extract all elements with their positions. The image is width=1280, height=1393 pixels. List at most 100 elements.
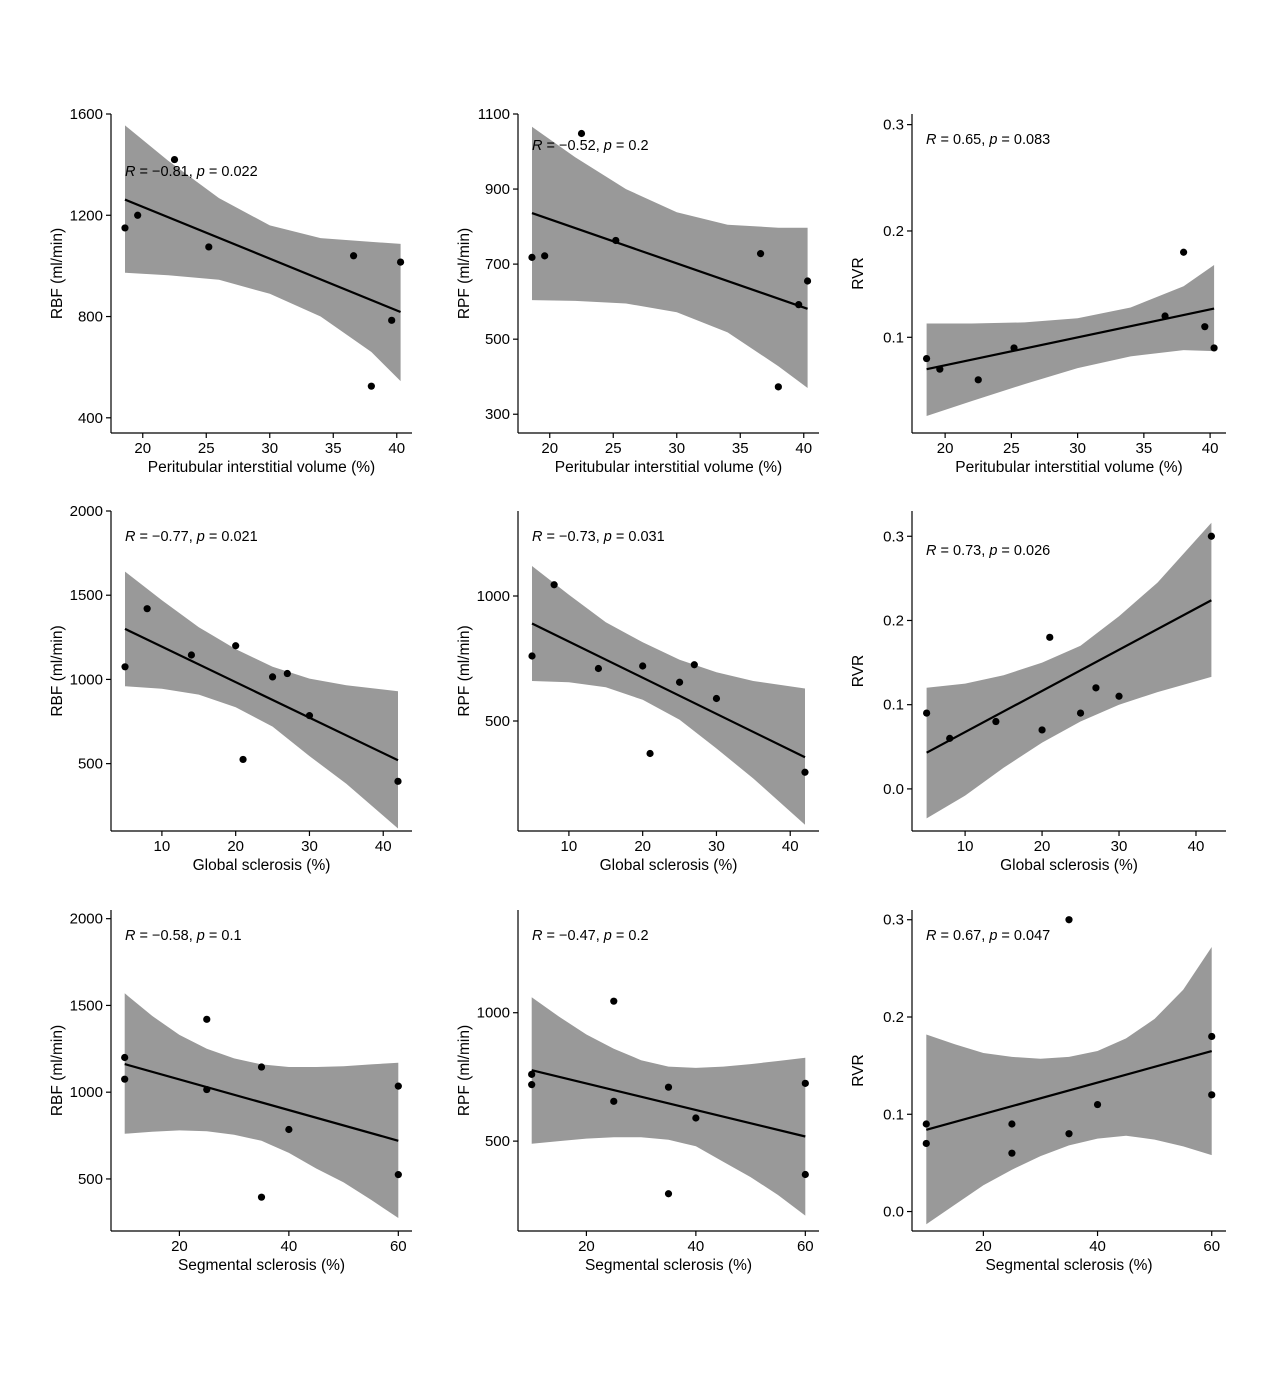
data-point [396,258,405,266]
y-axis-title: RPF (ml/min) [456,228,473,319]
data-point [285,1125,293,1134]
x-tick-label: 40 [375,838,392,855]
r-equals: = [936,132,953,148]
data-point [394,1171,402,1179]
data-point [803,277,812,285]
x-tick-label: 40 [782,838,799,855]
correlation-annotation: R = 0.65, p = 0.083 [926,132,1050,148]
y-tick-label: 0.0 [883,1204,904,1221]
regression-line [531,212,808,310]
r-value: −0.77 [152,529,189,545]
x-tick-label: 20 [578,1238,595,1255]
data-point [974,376,982,384]
x-tick-label: 40 [1089,1238,1106,1255]
data-point [712,694,721,703]
separator: , [981,543,989,559]
p-equals: = [205,164,222,180]
panel-p6: 10 20 30 40 0.0 0.1 0.2 0.3 Global sclerosis (%)… [850,511,1226,874]
y-tick-label: 1000 [70,671,103,688]
p-symbol: p [988,928,997,944]
data-point [612,236,620,245]
data-point [801,768,809,776]
r-symbol: R [125,529,136,545]
r-value: −0.81 [152,164,189,180]
p-symbol: p [603,138,612,154]
y-tick-label: 1000 [477,588,510,605]
correlation-annotation: R = −0.77, p = 0.021 [125,529,258,545]
r-value: 0.65 [953,132,981,148]
x-axis-title: Segmental sclerosis (%) [178,1257,345,1274]
y-tick-label: 0.2 [883,1009,904,1026]
r-symbol: R [532,928,543,944]
y-tick-label: 500 [485,1133,510,1150]
data-point [305,712,314,720]
correlation-annotation: R = −0.47, p = 0.2 [532,928,649,944]
confidence-band [531,997,806,1216]
y-tick-label: 500 [78,756,103,773]
panel-p4: 10 20 30 40 500 1000 1500 2000 Global sclerosis … [49,503,412,874]
r-equals: = [936,928,953,944]
regression-line [531,1069,806,1138]
x-tick-label: 35 [1136,440,1153,457]
x-tick-label: 30 [301,838,318,855]
x-tick-label: 25 [605,440,622,457]
data-point [528,1070,536,1078]
p-equals: = [205,529,222,545]
y-tick-label: 0.3 [883,528,904,545]
x-tick-label: 30 [261,440,278,457]
data-point [1115,692,1123,700]
data-point [1065,916,1073,924]
r-equals: = [542,529,559,545]
data-point [349,252,358,260]
x-tick-label: 60 [797,1238,814,1255]
data-point [646,749,654,758]
correlation-annotation: R = −0.73, p = 0.031 [532,529,665,545]
data-point [756,250,765,258]
y-tick-label: 0.1 [883,329,904,346]
panel-p9: 20 40 60 0.0 0.1 0.2 0.3 Segmental sclerosis (%… [850,910,1226,1274]
x-tick-label: 25 [1003,440,1020,457]
y-axis-title: RBF (ml/min) [49,1025,66,1116]
data-point [801,1170,809,1179]
data-point [1161,312,1169,320]
r-value: 0.73 [953,543,981,559]
data-point [203,1015,211,1023]
y-axis-title: RVR [850,257,867,289]
r-symbol: R [926,928,937,944]
regression-line [531,622,806,759]
y-tick-label: 0.1 [883,1106,904,1123]
y-tick-label: 0.2 [883,223,904,240]
y-axis-title: RVR [850,1054,867,1086]
separator: , [981,132,989,148]
confidence-band [532,566,805,825]
p-symbol: p [603,928,612,944]
data-point [388,316,396,324]
data-point [257,1063,266,1071]
x-tick-label: 60 [390,1238,407,1255]
y-axis-title: RBF (ml/min) [49,228,66,319]
y-tick-label: 400 [78,410,103,427]
data-point [1208,1032,1216,1041]
data-point [936,365,944,373]
p-value: 0.022 [221,164,257,180]
r-symbol: R [926,132,937,148]
data-point [1008,1120,1016,1128]
data-point [774,383,782,391]
data-point [205,243,213,251]
x-tick-label: 20 [975,1238,992,1255]
r-symbol: R [125,164,136,180]
y-axis-title: RVR [850,655,867,687]
y-tick-label: 1500 [70,997,103,1014]
data-point [1010,344,1018,352]
r-equals: = [542,138,559,154]
separator: , [189,529,197,545]
data-point [922,1139,930,1148]
data-point [1208,1091,1216,1099]
y-tick-label: 0.3 [883,912,904,929]
y-axis-title: RPF (ml/min) [456,1025,473,1116]
correlation-annotation: R = 0.67, p = 0.047 [926,928,1050,944]
p-value: 0.031 [628,529,664,545]
data-point [528,652,536,660]
r-equals: = [135,529,152,545]
